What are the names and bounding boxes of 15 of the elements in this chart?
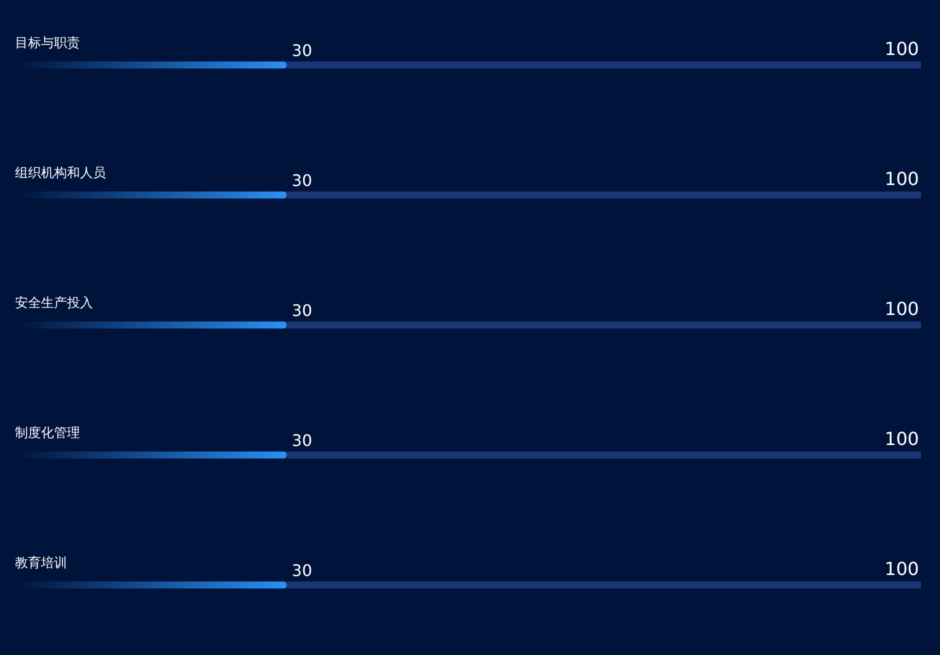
- total-label: 100: [884, 39, 919, 60]
- y-tick-label: 安全生产投入: [15, 295, 93, 311]
- data-label: 30: [292, 301, 312, 320]
- total-label: 100: [884, 559, 919, 580]
- y-tick-label: 组织机构和人员: [15, 166, 106, 181]
- y-tick-label: 制度化管理: [15, 425, 80, 441]
- data-label: 30: [292, 561, 312, 580]
- total-label: 100: [884, 169, 919, 190]
- y-tick-label: 目标与职责: [15, 36, 80, 51]
- total-label: 100: [884, 299, 919, 320]
- data-label: 30: [292, 171, 312, 190]
- total-label: 100: [884, 429, 919, 450]
- data-label: 30: [292, 41, 312, 60]
- y-tick-label: 教育培训: [15, 555, 67, 571]
- data-label: 30: [292, 431, 312, 450]
